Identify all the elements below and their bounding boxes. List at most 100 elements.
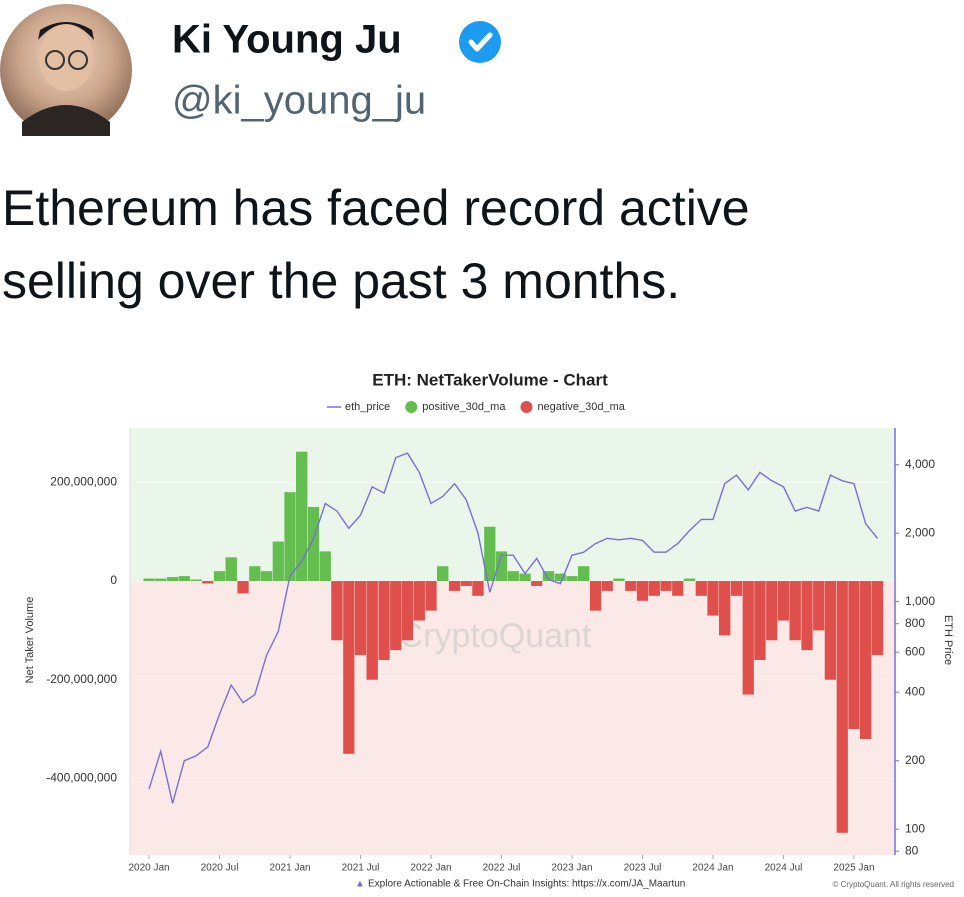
legend-label[interactable]: eth_price <box>345 401 390 413</box>
bar <box>296 451 308 582</box>
bar <box>307 506 320 582</box>
x-tick-label: 2024 Jul <box>765 863 803 874</box>
positive-zone <box>130 428 895 582</box>
author-name[interactable]: Ki Young Ju <box>172 18 402 62</box>
bar <box>437 566 449 582</box>
legend-swatch <box>520 401 533 413</box>
bar <box>366 581 378 680</box>
x-tick-label: 2022 Jul <box>483 863 521 874</box>
bar <box>260 571 273 582</box>
bar <box>789 581 801 641</box>
bar <box>672 581 684 596</box>
bar <box>507 571 519 582</box>
bar <box>484 526 496 582</box>
bar <box>648 581 660 596</box>
y2-tick-label: 2,000 <box>905 525 935 539</box>
bar <box>425 581 437 611</box>
warning-icon: ▲ <box>355 879 365 890</box>
bar <box>742 581 754 695</box>
legend: eth_price positive_30d_ma negative_30d_ma <box>327 401 626 413</box>
bar <box>460 581 472 586</box>
bar <box>707 581 719 616</box>
y2-tick-label: 1,000 <box>905 594 935 608</box>
footer-note[interactable]: Explore Actionable & Free On-Chain Insig… <box>368 879 685 890</box>
bar <box>531 581 543 586</box>
x-tick-label: 2023 Jan <box>551 863 592 874</box>
bar <box>625 581 637 591</box>
y2-tick-label: 800 <box>905 616 925 630</box>
bar <box>813 581 825 631</box>
bar <box>754 581 766 661</box>
bar <box>801 581 813 651</box>
y2-tick-label: 80 <box>905 843 919 857</box>
bar <box>249 566 261 582</box>
bar <box>554 573 566 582</box>
y2-tick-label: 400 <box>905 684 925 698</box>
bar <box>378 581 390 661</box>
bar <box>472 581 484 596</box>
y2-tick-label: 4,000 <box>905 457 935 471</box>
bar <box>777 581 790 621</box>
bar <box>190 579 202 582</box>
bar <box>237 581 249 594</box>
bar <box>859 581 872 739</box>
x-tick-label: 2025 Jan <box>833 863 874 874</box>
bar <box>166 577 179 582</box>
y-tick-label: -200,000,000 <box>46 672 117 686</box>
bar <box>695 581 707 596</box>
x-tick-label: 2022 Jan <box>410 863 451 874</box>
avatar[interactable] <box>0 4 132 136</box>
bar <box>613 578 625 582</box>
bar <box>719 581 731 636</box>
y-axis-title: Net Taker Volume <box>24 597 36 684</box>
y-tick-label: 200,000,000 <box>50 474 117 488</box>
bar <box>566 576 578 582</box>
y2-tick-label: 600 <box>905 644 925 658</box>
y2-tick-label: 100 <box>905 821 925 835</box>
x-tick-label: 2020 Jul <box>201 863 239 874</box>
copyright: © CryptoQuant. All rights reserved <box>833 880 955 889</box>
author-handle[interactable]: @ki_young_ju <box>172 79 426 123</box>
x-tick-label: 2021 Jan <box>269 863 310 874</box>
x-tick-label: 2020 Jan <box>128 863 169 874</box>
tweet-text: Ethereum has faced record active <box>2 180 750 236</box>
bar <box>319 551 331 582</box>
bar <box>331 581 343 641</box>
bar <box>766 581 778 641</box>
bar <box>272 541 284 582</box>
bar <box>213 571 226 582</box>
legend-label[interactable]: positive_30d_ma <box>422 401 506 413</box>
y2-tick-label: 200 <box>905 753 925 767</box>
bar <box>284 492 296 582</box>
watermark: CryptoQuant <box>399 617 592 655</box>
bar <box>448 581 461 591</box>
bar <box>225 557 237 582</box>
bar <box>143 578 155 582</box>
x-tick-label: 2024 Jan <box>692 863 733 874</box>
bar <box>495 551 508 582</box>
bar <box>824 581 837 680</box>
chart-title: ETH: NetTakerVolume - Chart <box>372 370 608 389</box>
bar <box>660 581 672 591</box>
bar <box>155 578 167 582</box>
bar <box>601 581 613 591</box>
legend-swatch <box>405 401 418 413</box>
bar <box>178 576 190 582</box>
bar <box>848 581 860 730</box>
bar <box>730 581 743 596</box>
x-tick-label: 2021 Jul <box>342 863 380 874</box>
tweet-text: selling over the past 3 months. <box>2 253 680 309</box>
bar <box>401 581 414 641</box>
y-tick-label: -400,000,000 <box>46 771 117 785</box>
bar <box>354 581 367 656</box>
price-line <box>148 452 879 804</box>
verified-badge <box>459 21 501 63</box>
bar <box>589 581 602 611</box>
bar <box>202 581 214 584</box>
x-tick-label: 2023 Jul <box>624 863 662 874</box>
bar <box>636 581 649 601</box>
legend-label[interactable]: negative_30d_ma <box>537 401 625 413</box>
bar <box>542 571 555 582</box>
bar <box>413 581 425 621</box>
